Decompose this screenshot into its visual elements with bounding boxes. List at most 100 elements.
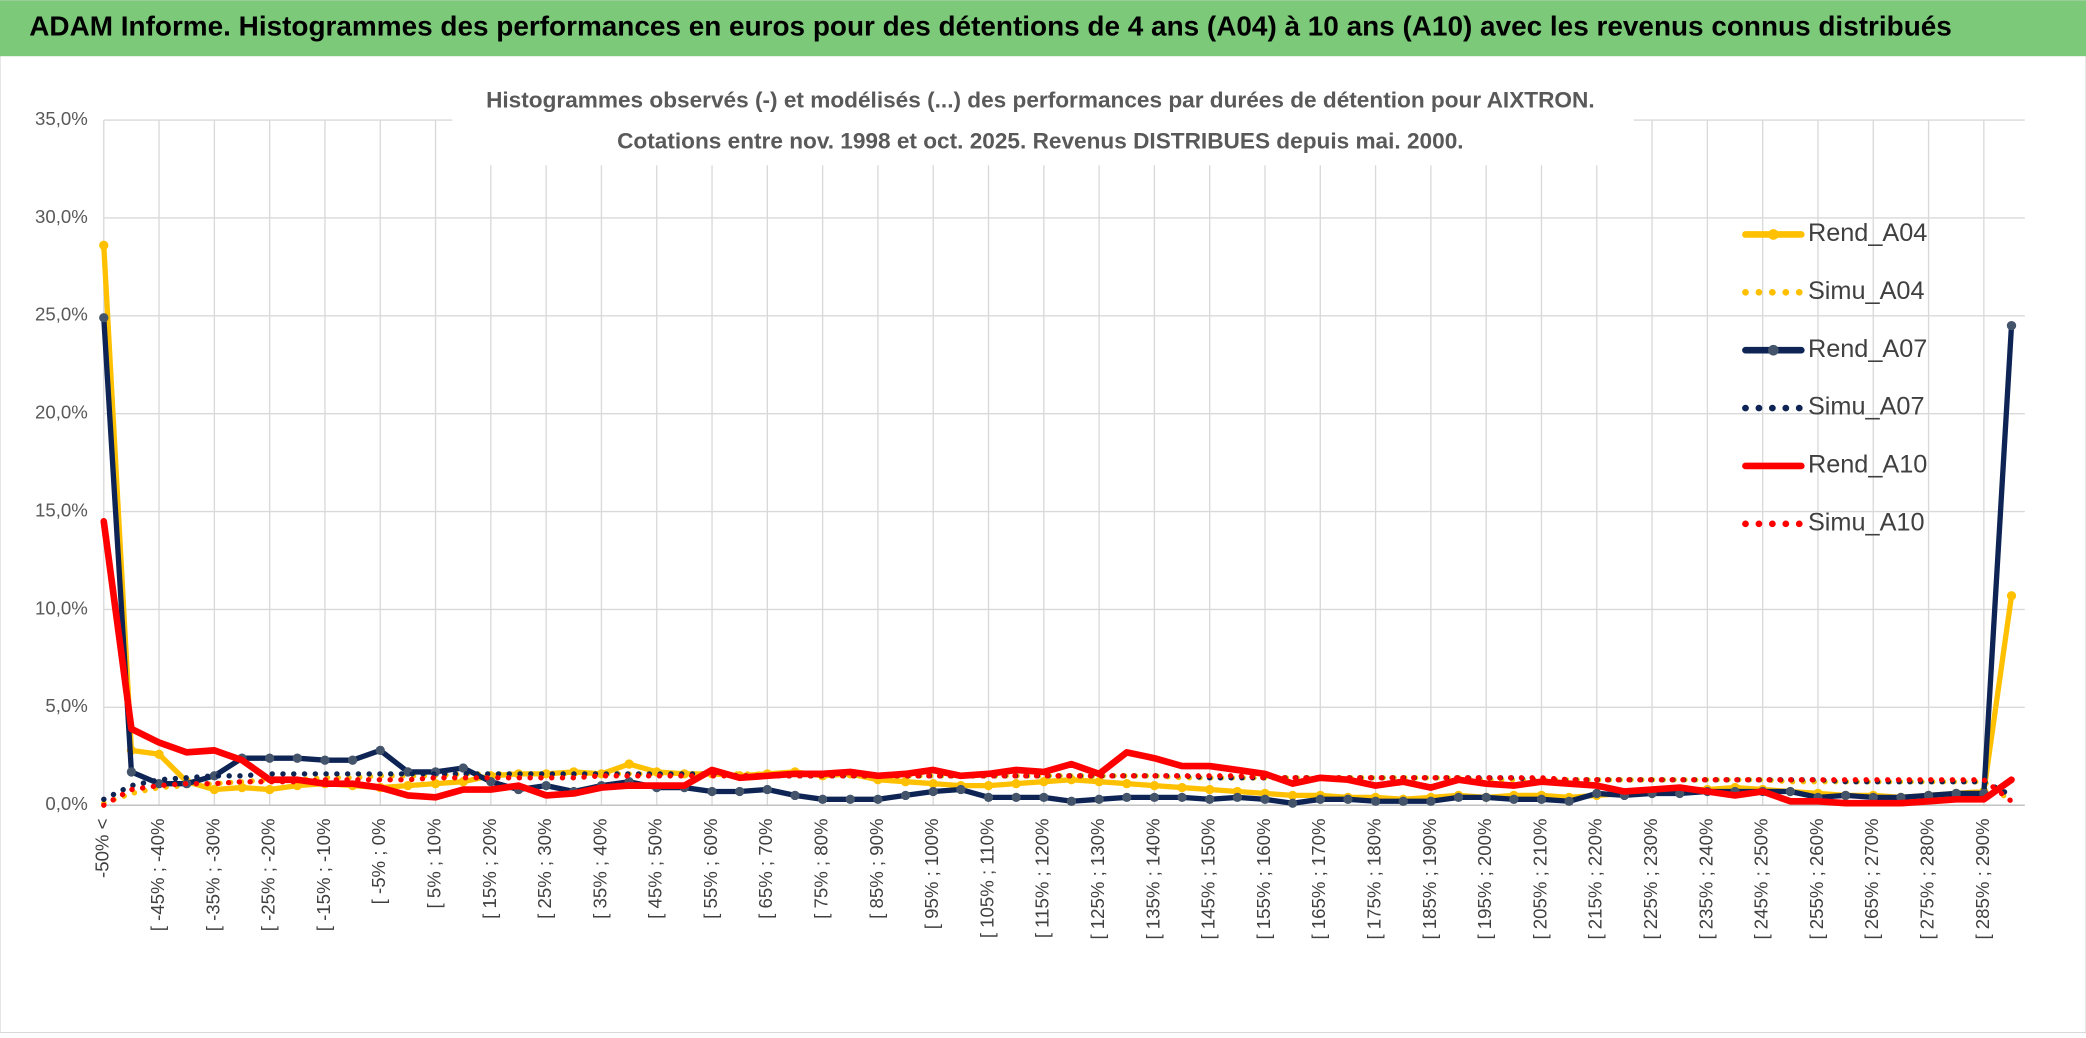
y-tick-label: 35,0% bbox=[35, 108, 88, 129]
y-tick-label: 5,0% bbox=[45, 695, 87, 716]
legend-label: Rend_A04 bbox=[1808, 219, 1927, 247]
x-tick-label: [ 65% ; 70% bbox=[755, 818, 776, 918]
series-marker bbox=[624, 759, 634, 769]
series-marker bbox=[1426, 796, 1436, 806]
series-marker bbox=[237, 782, 247, 793]
series-marker bbox=[1453, 792, 1464, 803]
series-marker bbox=[707, 786, 717, 797]
x-tick-label: [ 145% ; 150% bbox=[1198, 818, 1219, 939]
series-marker bbox=[845, 794, 855, 804]
series-marker bbox=[1094, 794, 1104, 804]
y-tick-label: 30,0% bbox=[35, 206, 88, 227]
series-marker bbox=[1785, 786, 1795, 797]
series-marker bbox=[99, 240, 109, 250]
series-marker bbox=[873, 794, 883, 804]
series-marker bbox=[154, 778, 164, 789]
series-marker bbox=[1122, 792, 1132, 803]
x-tick-label: [ 245% ; 250% bbox=[1751, 818, 1772, 939]
series-marker bbox=[1343, 794, 1353, 804]
series-marker bbox=[1398, 796, 1408, 806]
x-tick-label: [ 235% ; 240% bbox=[1695, 818, 1716, 939]
series-marker bbox=[1592, 788, 1602, 799]
x-tick-label: [ 275% ; 280% bbox=[1916, 818, 1937, 939]
y-tick-label: 20,0% bbox=[35, 402, 88, 423]
series-marker bbox=[1951, 788, 1961, 799]
x-tick-label: [ 15% ; 20% bbox=[479, 818, 500, 918]
series-marker bbox=[1481, 792, 1491, 803]
series-marker bbox=[1039, 792, 1049, 803]
series-marker bbox=[2006, 320, 2017, 331]
series-line bbox=[101, 773, 2015, 808]
legend-marker bbox=[1768, 229, 1779, 240]
x-tick-label: [ 105% ; 110% bbox=[976, 818, 997, 938]
series-marker bbox=[762, 784, 772, 795]
series-marker bbox=[928, 778, 938, 789]
series-marker bbox=[1011, 792, 1021, 803]
series-marker bbox=[99, 313, 109, 323]
x-tick-label: [ 175% ; 180% bbox=[1364, 818, 1385, 939]
series-marker bbox=[1039, 777, 1049, 787]
series-marker bbox=[900, 777, 911, 787]
chart-title: Histogrammes observés (-) et modélisés (… bbox=[486, 87, 1595, 112]
x-tick-label: [ -25% ; -20% bbox=[258, 818, 279, 931]
series-marker bbox=[209, 784, 220, 795]
legend-label: Simu_A04 bbox=[1808, 277, 1925, 305]
x-tick-label: [ 25% ; 30% bbox=[534, 818, 555, 918]
x-tick-label: [ 85% ; 90% bbox=[866, 818, 887, 918]
y-tick-label: 10,0% bbox=[35, 597, 88, 618]
x-tick-label: [ 255% ; 260% bbox=[1806, 818, 1827, 939]
series-marker bbox=[790, 790, 800, 801]
x-tick-label: [ 195% ; 200% bbox=[1474, 818, 1495, 939]
series-marker bbox=[983, 792, 994, 803]
x-tick-label: [ -35% ; -30% bbox=[202, 818, 223, 931]
x-tick-label: [ -45% ; -40% bbox=[147, 818, 168, 931]
series-marker bbox=[375, 745, 385, 756]
series-marker bbox=[735, 786, 745, 797]
legend-label: Simu_A07 bbox=[1808, 393, 1925, 421]
x-tick-label: [ 215% ; 220% bbox=[1585, 818, 1606, 939]
x-tick-label: [ -15% ; -10% bbox=[313, 818, 334, 931]
series-marker bbox=[209, 771, 220, 781]
series-marker bbox=[900, 790, 911, 801]
series-marker bbox=[983, 780, 994, 791]
series-marker bbox=[1205, 784, 1215, 795]
series-marker bbox=[1564, 796, 1574, 806]
header-bar bbox=[0, 0, 2086, 57]
series-marker bbox=[1370, 796, 1381, 806]
series-marker bbox=[1205, 794, 1215, 804]
x-tick-label: [ 115% ; 120% bbox=[1032, 818, 1053, 938]
series-marker bbox=[1840, 790, 1851, 801]
series-marker bbox=[403, 780, 413, 791]
legend-label: Simu_A10 bbox=[1808, 508, 1925, 536]
series-marker bbox=[1868, 792, 1878, 803]
x-tick-label: [ 95% ; 100% bbox=[921, 818, 942, 929]
x-tick-label: [ 185% ; 190% bbox=[1419, 818, 1440, 939]
x-tick-label: [ 155% ; 160% bbox=[1253, 818, 1274, 939]
series-marker bbox=[1536, 794, 1547, 804]
series-marker bbox=[1177, 792, 1187, 803]
x-tick-label: [ 285% ; 290% bbox=[1972, 818, 1993, 939]
legend-label: Rend_A10 bbox=[1808, 451, 1927, 479]
series-marker bbox=[2006, 591, 2017, 601]
legend-label: Rend_A07 bbox=[1808, 335, 1927, 363]
y-tick-label: 15,0% bbox=[35, 499, 88, 520]
series-marker bbox=[1287, 798, 1298, 808]
x-tick-label: [ 5% ; 10% bbox=[423, 818, 444, 908]
series-marker bbox=[817, 794, 828, 804]
series-marker bbox=[347, 755, 358, 765]
series-marker bbox=[1232, 792, 1243, 803]
legend-marker bbox=[1768, 344, 1779, 356]
series-marker bbox=[928, 786, 938, 797]
series-marker bbox=[430, 778, 441, 789]
series-marker bbox=[1177, 782, 1187, 793]
series-line bbox=[100, 518, 2015, 807]
series-marker bbox=[1094, 777, 1104, 787]
x-tick-label: [ 205% ; 210% bbox=[1529, 818, 1550, 939]
x-tick-label: [ 135% ; 140% bbox=[1142, 818, 1163, 939]
x-tick-label: [ 35% ; 40% bbox=[589, 818, 610, 918]
series-marker bbox=[292, 753, 302, 763]
series-marker bbox=[1315, 794, 1325, 804]
series-marker bbox=[1149, 780, 1160, 791]
